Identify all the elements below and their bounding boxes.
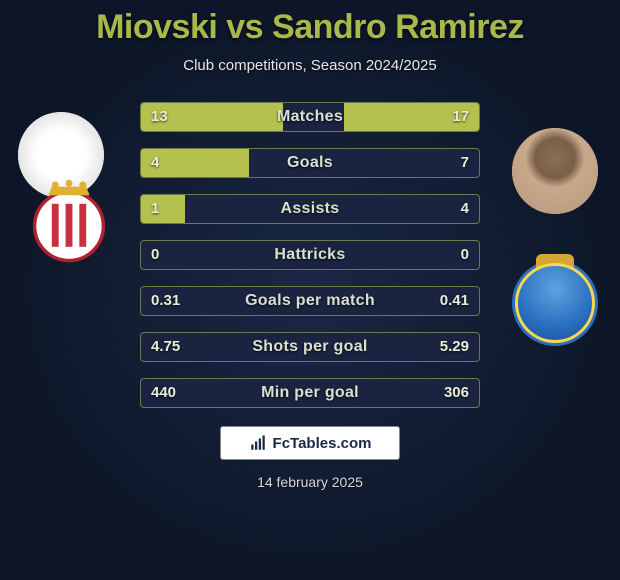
stat-row: 14Assists (140, 194, 480, 224)
stat-row: 47Goals (140, 148, 480, 178)
stat-row: 440306Min per goal (140, 378, 480, 408)
stat-label: Hattricks (141, 241, 479, 269)
source-label: FcTables.com (273, 435, 372, 452)
stat-row: 00Hattricks (140, 240, 480, 270)
stats-container: 1317Matches 47Goals 14Assists 00Hattricks 0.… (0, 102, 620, 408)
stat-label: Matches (141, 103, 479, 131)
date-label: 14 february 2025 (0, 474, 620, 490)
stat-row: 4.755.29Shots per goal (140, 332, 480, 362)
stat-label: Assists (141, 195, 479, 223)
chart-icon (249, 434, 267, 452)
stat-row: 1317Matches (140, 102, 480, 132)
page-title: Miovski vs Sandro Ramirez (0, 0, 620, 47)
source-badge: FcTables.com (220, 426, 400, 460)
stat-row: 0.310.41Goals per match (140, 286, 480, 316)
stat-label: Goals (141, 149, 479, 177)
stat-label: Shots per goal (141, 333, 479, 361)
stat-label: Min per goal (141, 379, 479, 407)
subtitle: Club competitions, Season 2024/2025 (0, 57, 620, 74)
stat-label: Goals per match (141, 287, 479, 315)
